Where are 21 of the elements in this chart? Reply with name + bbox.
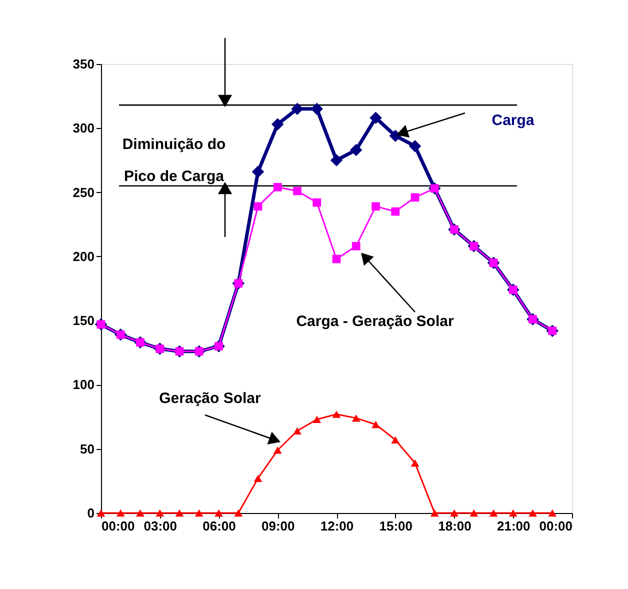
y-tick-label: 300: [72, 120, 94, 136]
y-tick-label: 50: [80, 441, 94, 456]
x-tick-label: 00:00: [102, 518, 135, 534]
y-tick-label: 350: [72, 56, 94, 72]
y-tick-label: 0: [87, 506, 94, 520]
x-tick-label: 12:00: [320, 518, 354, 534]
annotation: Diminuição do Pico de Carga: [122, 136, 226, 185]
y-tick-label: 200: [72, 248, 94, 264]
x-tick-label: 09:00: [262, 518, 295, 534]
text: Carga - Geração Solar: [296, 313, 454, 330]
x-tick-label: 21:00: [497, 518, 530, 534]
y-tick-label: 100: [72, 377, 94, 392]
x-tick-label: 03:00: [144, 518, 177, 534]
x-tick-label: 00:00: [539, 518, 572, 534]
text: Carga: [492, 112, 535, 129]
y-tick-label: 250: [72, 184, 94, 200]
x-tick-label: 15:00: [379, 518, 412, 534]
text: Geração Solar: [159, 390, 262, 407]
y-tick-label: 150: [72, 313, 94, 328]
x-tick-label: 18:00: [438, 518, 472, 534]
x-tick-label: 06:00: [202, 518, 236, 534]
